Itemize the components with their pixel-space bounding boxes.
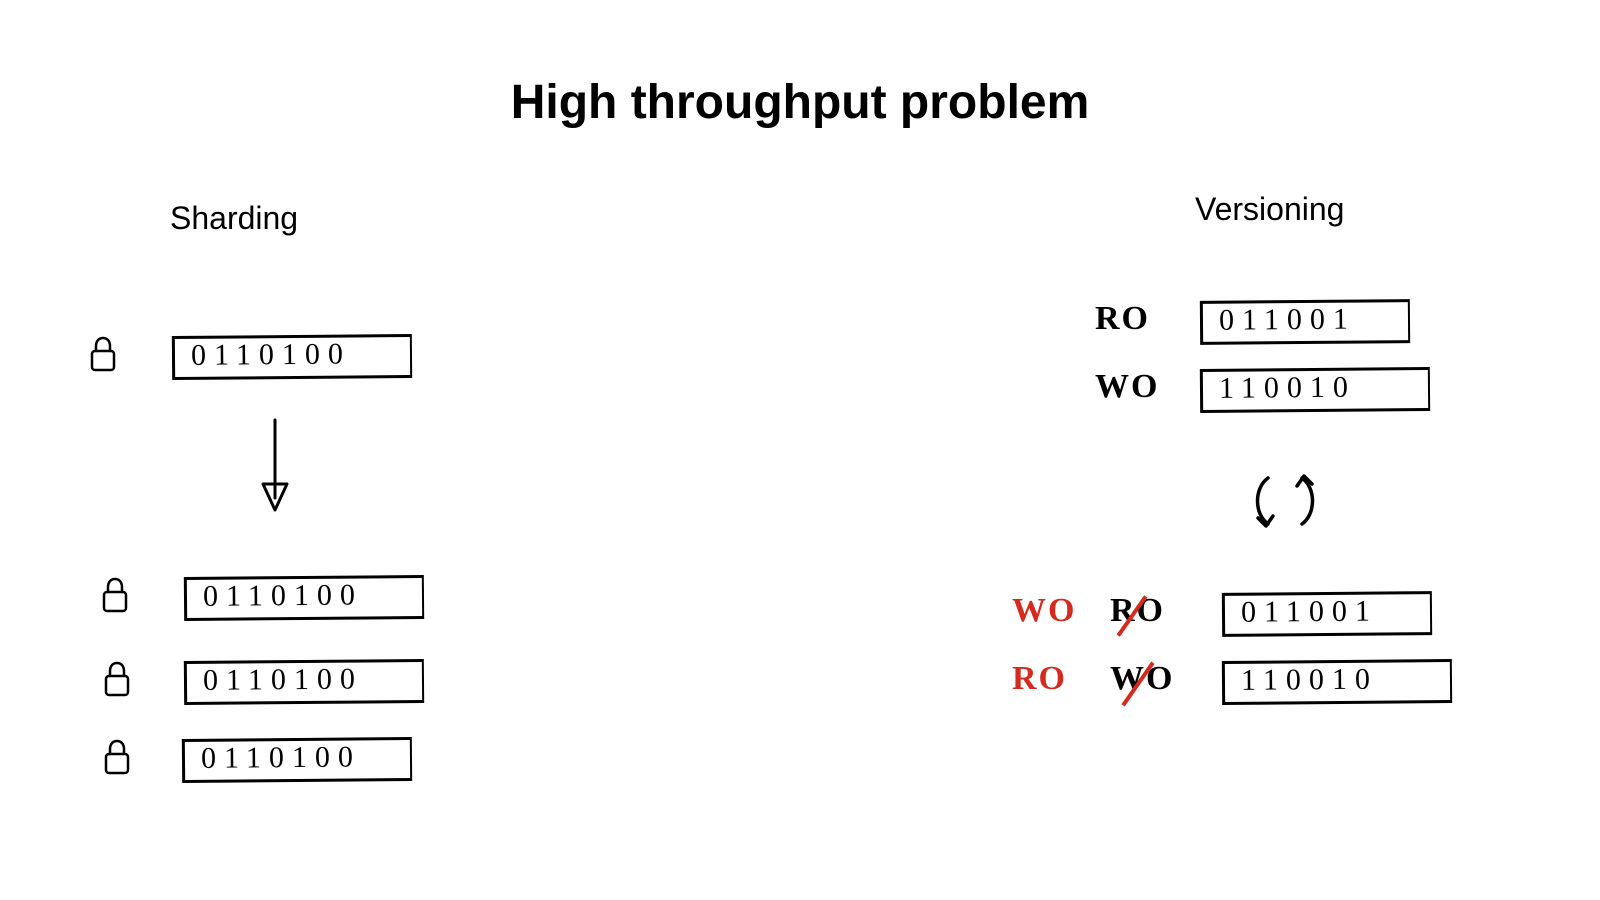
versioning-subtitle: Versioning — [1195, 191, 1344, 228]
shard-box-1: 0110100 — [184, 575, 424, 621]
binary-value: 0110100 — [203, 578, 363, 613]
versioning-after-box-2: 110010 — [1222, 659, 1452, 705]
wo-label-after-new: WO — [1012, 592, 1076, 630]
versioning-after-box-1: 011001 — [1222, 591, 1432, 637]
lock-icon — [102, 660, 132, 703]
wo-label-before: WO — [1095, 368, 1159, 406]
versioning-ro-box: 011001 — [1200, 299, 1410, 345]
versioning-wo-box: 110010 — [1200, 367, 1430, 413]
binary-value: 110010 — [1241, 663, 1378, 698]
shard-box-3: 0110100 — [182, 737, 412, 783]
swap-icon — [1240, 466, 1330, 541]
ro-label-after-new: RO — [1012, 660, 1067, 698]
arrow-down-icon — [255, 418, 295, 523]
binary-value: 011001 — [1219, 303, 1356, 338]
binary-value: 011001 — [1241, 595, 1378, 630]
lock-icon — [88, 335, 118, 378]
shard-box-2: 0110100 — [184, 659, 424, 705]
binary-value: 0110100 — [203, 662, 363, 697]
sharding-subtitle: Sharding — [170, 200, 298, 237]
page-title: High throughput problem — [511, 75, 1090, 130]
lock-icon — [102, 738, 132, 781]
binary-value: 0110100 — [201, 740, 361, 775]
binary-value: 110010 — [1219, 371, 1356, 406]
sharding-source-box: 0110100 — [172, 334, 412, 380]
lock-icon — [100, 576, 130, 619]
binary-value: 0110100 — [191, 337, 351, 372]
ro-label-before: RO — [1095, 300, 1150, 338]
